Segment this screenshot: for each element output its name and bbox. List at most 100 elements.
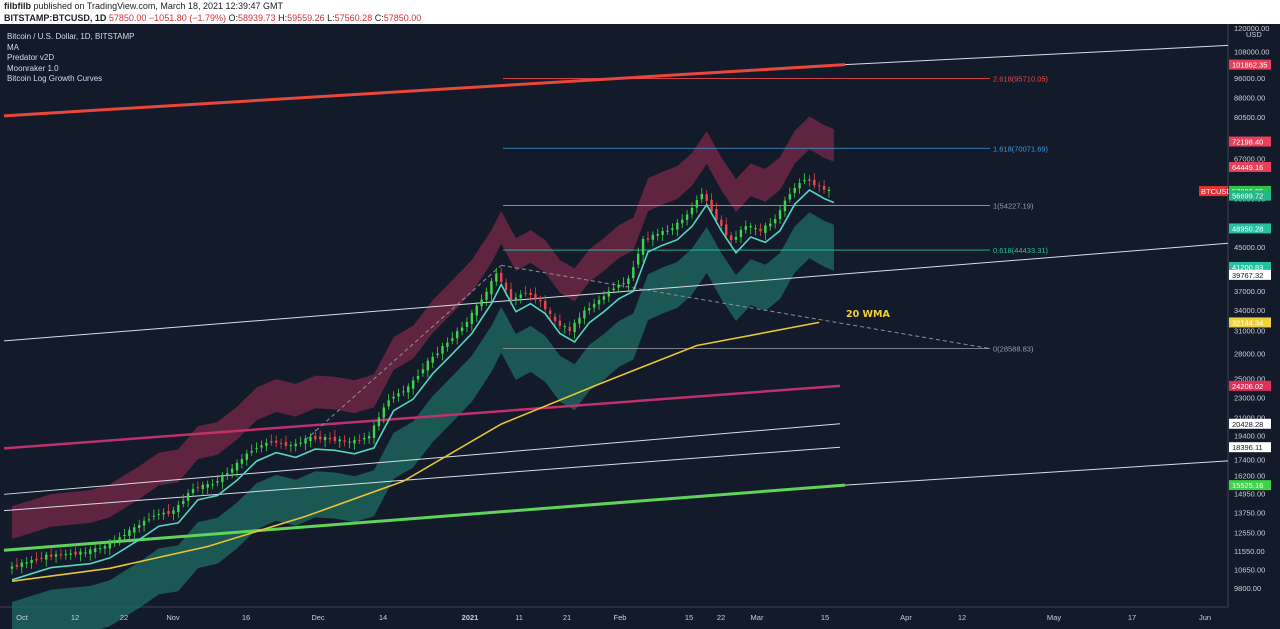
candle-body — [49, 554, 53, 557]
candle-body — [245, 453, 249, 460]
candle-body — [89, 549, 92, 555]
legend-predator[interactable]: Predator v2D — [7, 53, 55, 62]
candle-body — [157, 513, 160, 515]
candle-body — [79, 551, 82, 555]
y-tick-15: 19400.00 — [1234, 431, 1265, 440]
legend-ma[interactable]: MA — [7, 42, 19, 52]
legend-log-growth[interactable]: Bitcoin Log Growth Curves — [7, 74, 103, 83]
candle-body — [455, 331, 459, 339]
y-tick-10: 31000.00 — [1234, 327, 1265, 336]
candle-body — [534, 293, 537, 300]
candle-body — [30, 559, 33, 564]
lower-band — [12, 212, 834, 629]
candle-body — [676, 222, 679, 230]
candle-body — [793, 187, 796, 193]
close-label: C: — [374, 13, 384, 23]
price-label-0: 101862.35 — [1232, 61, 1267, 70]
candle-body — [480, 299, 483, 307]
x-tick-19: Jun — [1199, 613, 1211, 622]
candle-body — [729, 235, 733, 241]
price-label-bg-2 — [1229, 161, 1271, 172]
candle-body — [103, 545, 107, 549]
candle-body — [416, 375, 420, 380]
candle-body — [235, 462, 239, 471]
price-label-6: 56699.72 — [1232, 192, 1263, 201]
candle-body — [539, 299, 542, 302]
candle-body — [147, 519, 151, 521]
indicator-legend: Bitcoin / U.S. Dollar, 1D, BITSTAMP MA P… — [7, 32, 134, 85]
y-tick-1: 108000.00 — [1234, 48, 1269, 57]
candle-body — [485, 291, 488, 300]
high-value: 59559.26 — [287, 13, 325, 23]
price-label-2: 64449.16 — [1232, 163, 1263, 172]
candle-body — [431, 356, 434, 363]
x-tick-15: Apr — [900, 613, 912, 622]
candle-body — [162, 512, 165, 515]
candle-body — [451, 338, 454, 341]
candle-body — [651, 234, 655, 240]
x-tick-13: Mar — [751, 613, 764, 622]
candle-body — [690, 207, 694, 215]
candle-body — [622, 283, 625, 285]
candle-body — [118, 537, 121, 541]
y-tick-2: 96000.00 — [1234, 74, 1265, 83]
candle-body — [509, 289, 513, 302]
x-tick-8: 11 — [515, 613, 523, 622]
candle-body — [338, 439, 341, 442]
candle-body — [250, 450, 253, 453]
candle-body — [813, 179, 816, 186]
candle-body — [773, 219, 777, 224]
publish-info: published on TradingView.com, March 18, … — [33, 1, 283, 11]
candle-body — [646, 238, 650, 240]
candle-body — [348, 441, 351, 443]
candle-body — [661, 231, 664, 235]
candle-body — [563, 326, 566, 328]
candle-body — [318, 436, 322, 440]
price-label-bg-14 — [1229, 480, 1271, 491]
candle-body — [201, 484, 204, 490]
candle-body — [612, 288, 615, 291]
fib-label-1: 1.618(70071.69) — [993, 144, 1049, 153]
fib-label-3: 0.618(44433.31) — [993, 246, 1049, 255]
wma-20-line — [11, 321, 820, 582]
candle-body — [788, 194, 792, 200]
legend-moonraker[interactable]: Moonraker 1.0 — [7, 63, 59, 73]
candle-body — [495, 273, 498, 282]
candle-body — [583, 310, 586, 319]
y-tick-7: 45000.00 — [1234, 243, 1265, 252]
candle-body — [128, 529, 131, 536]
y-tick-4: 80500.00 — [1234, 113, 1265, 122]
candle-body — [641, 238, 645, 255]
candle-body — [358, 439, 361, 441]
candle-body — [607, 291, 611, 297]
y-tick-22: 10650.00 — [1234, 565, 1265, 574]
candle-body — [578, 317, 581, 324]
candle-body — [739, 229, 743, 238]
y-tick-19: 13750.00 — [1234, 508, 1265, 517]
candle-body — [274, 440, 278, 443]
price-chart[interactable]: 2.618(95710.05) 1.618(70071.69) 1(54227.19… — [0, 24, 1280, 629]
price-label-bg-13 — [1229, 442, 1271, 453]
y-tick-13: 23000.00 — [1234, 393, 1265, 402]
candle-body — [284, 441, 288, 446]
candle-body — [436, 353, 439, 356]
candle-body — [759, 228, 762, 232]
candle-body — [152, 515, 156, 517]
low-label: L: — [327, 13, 335, 23]
candle-body — [514, 297, 518, 301]
candle-body — [108, 541, 112, 549]
candle-body — [397, 393, 400, 397]
x-tick-14: 15 — [821, 613, 829, 622]
candle-body — [182, 500, 185, 504]
close-value: 57850.00 — [383, 13, 422, 23]
price-label-13: 18396.11 — [1232, 443, 1263, 452]
candle-body — [441, 346, 444, 354]
x-tick-0: Oct — [16, 613, 29, 622]
candle-body — [309, 436, 312, 442]
open-label: O: — [228, 13, 239, 23]
price-label-9: 39767.32 — [1232, 271, 1263, 280]
candle-body — [798, 182, 801, 189]
candle-body — [470, 312, 474, 324]
candle-body — [504, 282, 508, 291]
growth-curve-top — [3, 63, 846, 118]
